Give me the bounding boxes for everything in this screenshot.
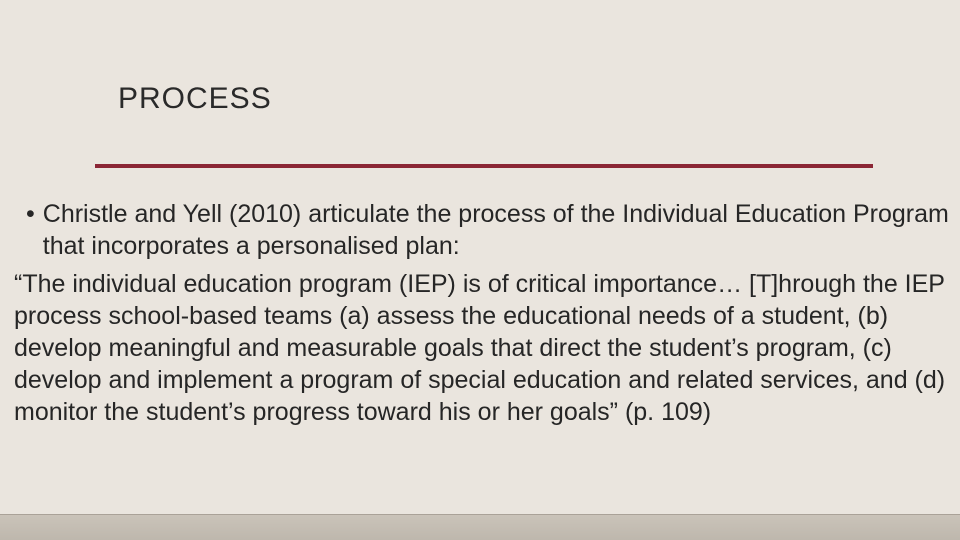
bullet-item: • Christle and Yell (2010) articulate th… (10, 198, 950, 262)
title-block: PROCESS (118, 82, 272, 116)
quote-paragraph: “The individual education program (IEP) … (10, 268, 950, 428)
slide-title: PROCESS (118, 82, 272, 116)
slide: PROCESS • Christle and Yell (2010) artic… (0, 0, 960, 540)
footer-bar (0, 514, 960, 540)
bullet-marker-icon: • (26, 198, 35, 262)
title-divider (95, 164, 873, 168)
bullet-text: Christle and Yell (2010) articulate the … (43, 198, 950, 262)
content-area: • Christle and Yell (2010) articulate th… (10, 198, 950, 428)
